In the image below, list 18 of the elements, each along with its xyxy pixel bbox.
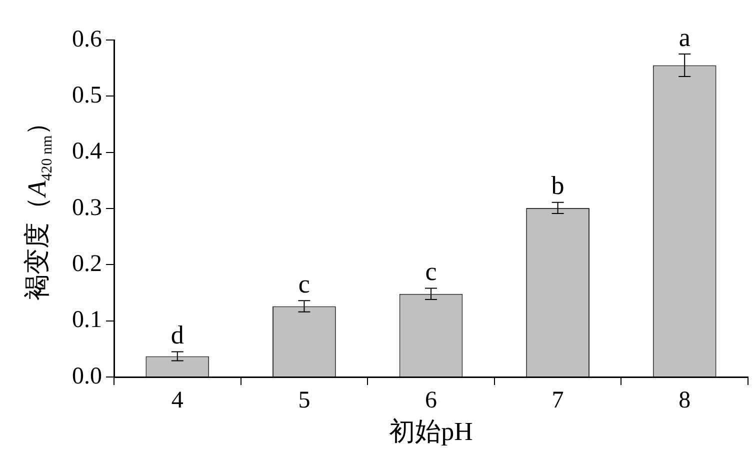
annotation: c [298, 269, 310, 298]
x-tick-label: 6 [425, 388, 437, 414]
y-tick-label: 0.4 [72, 138, 102, 165]
y-tick-label: 0.1 [72, 307, 102, 334]
x-tick-label: 7 [552, 388, 564, 414]
annotation: a [678, 22, 691, 52]
annotation: c [425, 257, 437, 286]
x-tick-label: 8 [678, 388, 691, 414]
annotation: b [551, 171, 564, 200]
x-tick-label: 5 [298, 388, 310, 414]
y-tick-label: 0.0 [72, 363, 102, 390]
annotation: d [170, 320, 184, 350]
y-tick-label: 0.5 [72, 82, 102, 108]
x-axis-title: 初始pH [389, 417, 474, 446]
y-tick-label: 0.2 [72, 250, 102, 277]
x-tick-label: 4 [171, 388, 184, 414]
y-tick-label: 0.3 [72, 194, 102, 221]
y-tick-label: 0.6 [72, 26, 102, 52]
